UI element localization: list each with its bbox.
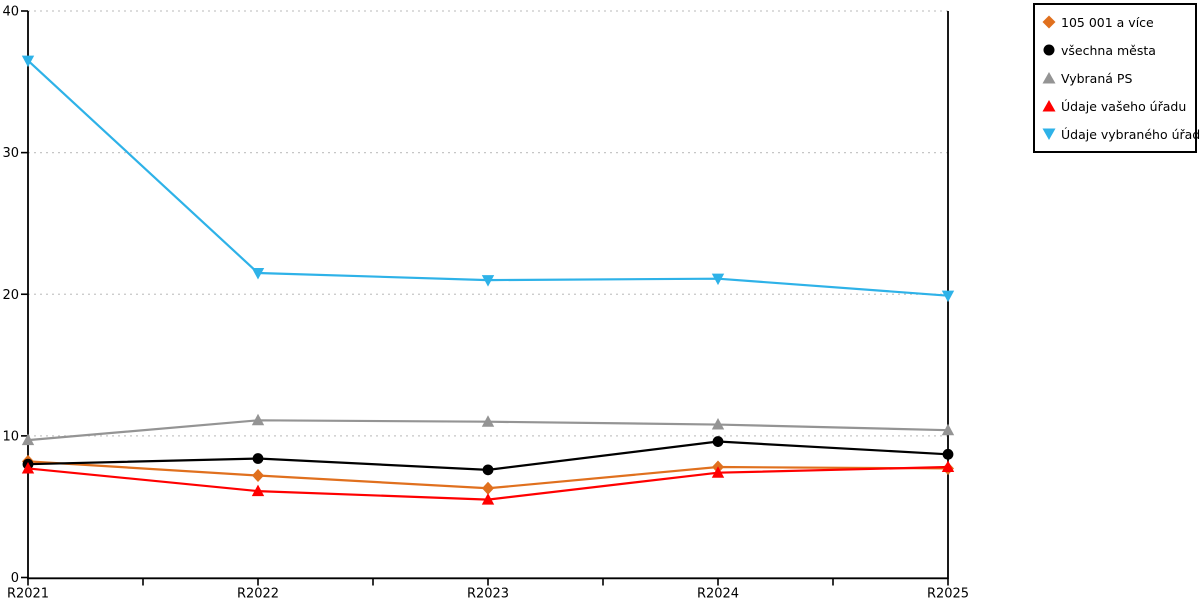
data-point-triangle-down [941, 290, 955, 303]
y-tick-label: 40 [2, 5, 19, 20]
legend-marker-shape [1042, 100, 1056, 112]
legend-marker-shape [1042, 15, 1056, 29]
x-tick-label: R2025 [927, 587, 969, 600]
x-tick-label: R2023 [467, 587, 509, 600]
legend-item: Vybraná PS [1042, 71, 1192, 86]
y-tick-label: 20 [2, 288, 19, 303]
data-point-diamond [252, 469, 264, 483]
legend-item: všechna města [1042, 43, 1192, 58]
legend-item: Údaje vašeho úřadu [1042, 99, 1192, 114]
data-point-triangle-down [481, 275, 495, 287]
legend-item-label: všechna města [1061, 42, 1156, 58]
legend-item-label: Vybraná PS [1061, 70, 1133, 86]
legend-marker-triangle-up-icon [1042, 100, 1056, 112]
data-point-triangle-up [251, 413, 265, 426]
legend-marker-triangle-up-icon [1042, 72, 1056, 84]
legend-marker-shape [1042, 128, 1056, 140]
series-line [27, 59, 949, 297]
data-point-triangle-up [941, 460, 955, 473]
legend-item-label: Údaje vybraného úřadu [1061, 126, 1200, 142]
data-point-triangle-up [21, 433, 35, 446]
data-point-triangle-up [941, 423, 955, 436]
data-point-circle [482, 464, 494, 476]
x-tick-label: R2021 [7, 587, 49, 600]
legend-item-label: 105 001 a více [1061, 14, 1154, 30]
data-point-triangle-up [21, 461, 35, 474]
legend-marker-shape [1043, 44, 1055, 56]
legend-item: 105 001 a více [1042, 15, 1192, 30]
legend-marker-diamond-icon [1042, 15, 1056, 29]
legend: 105 001 a více všechna města Vybraná PS Úda… [1033, 3, 1200, 153]
legend-marker-circle-icon [1043, 44, 1055, 56]
data-point-triangle-down [21, 55, 35, 68]
data-point-circle [252, 453, 264, 464]
data-point-triangle-up [711, 466, 725, 478]
data-point-circle [712, 436, 724, 447]
data-point-triangle-down [711, 273, 725, 286]
y-tick-label: 10 [2, 429, 19, 444]
data-point-triangle-up [251, 484, 265, 497]
data-point-diamond [482, 481, 494, 495]
data-point-circle [942, 448, 954, 460]
data-point-triangle-down [251, 268, 265, 280]
y-tick-label: 30 [2, 146, 19, 161]
legend-item-label: Údaje vašeho úřadu [1061, 98, 1187, 114]
data-point-triangle-up [481, 493, 495, 505]
x-tick-label: R2022 [237, 587, 279, 600]
legend-marker-shape [1042, 72, 1056, 84]
x-tick-label: R2024 [697, 587, 739, 600]
legend-marker-triangle-down-icon [1042, 128, 1056, 140]
legend-item: Údaje vybraného úřadu [1042, 127, 1200, 142]
data-point-triangle-up [481, 415, 495, 427]
data-point-triangle-up [711, 418, 725, 430]
y-tick-label: 0 [11, 571, 19, 586]
